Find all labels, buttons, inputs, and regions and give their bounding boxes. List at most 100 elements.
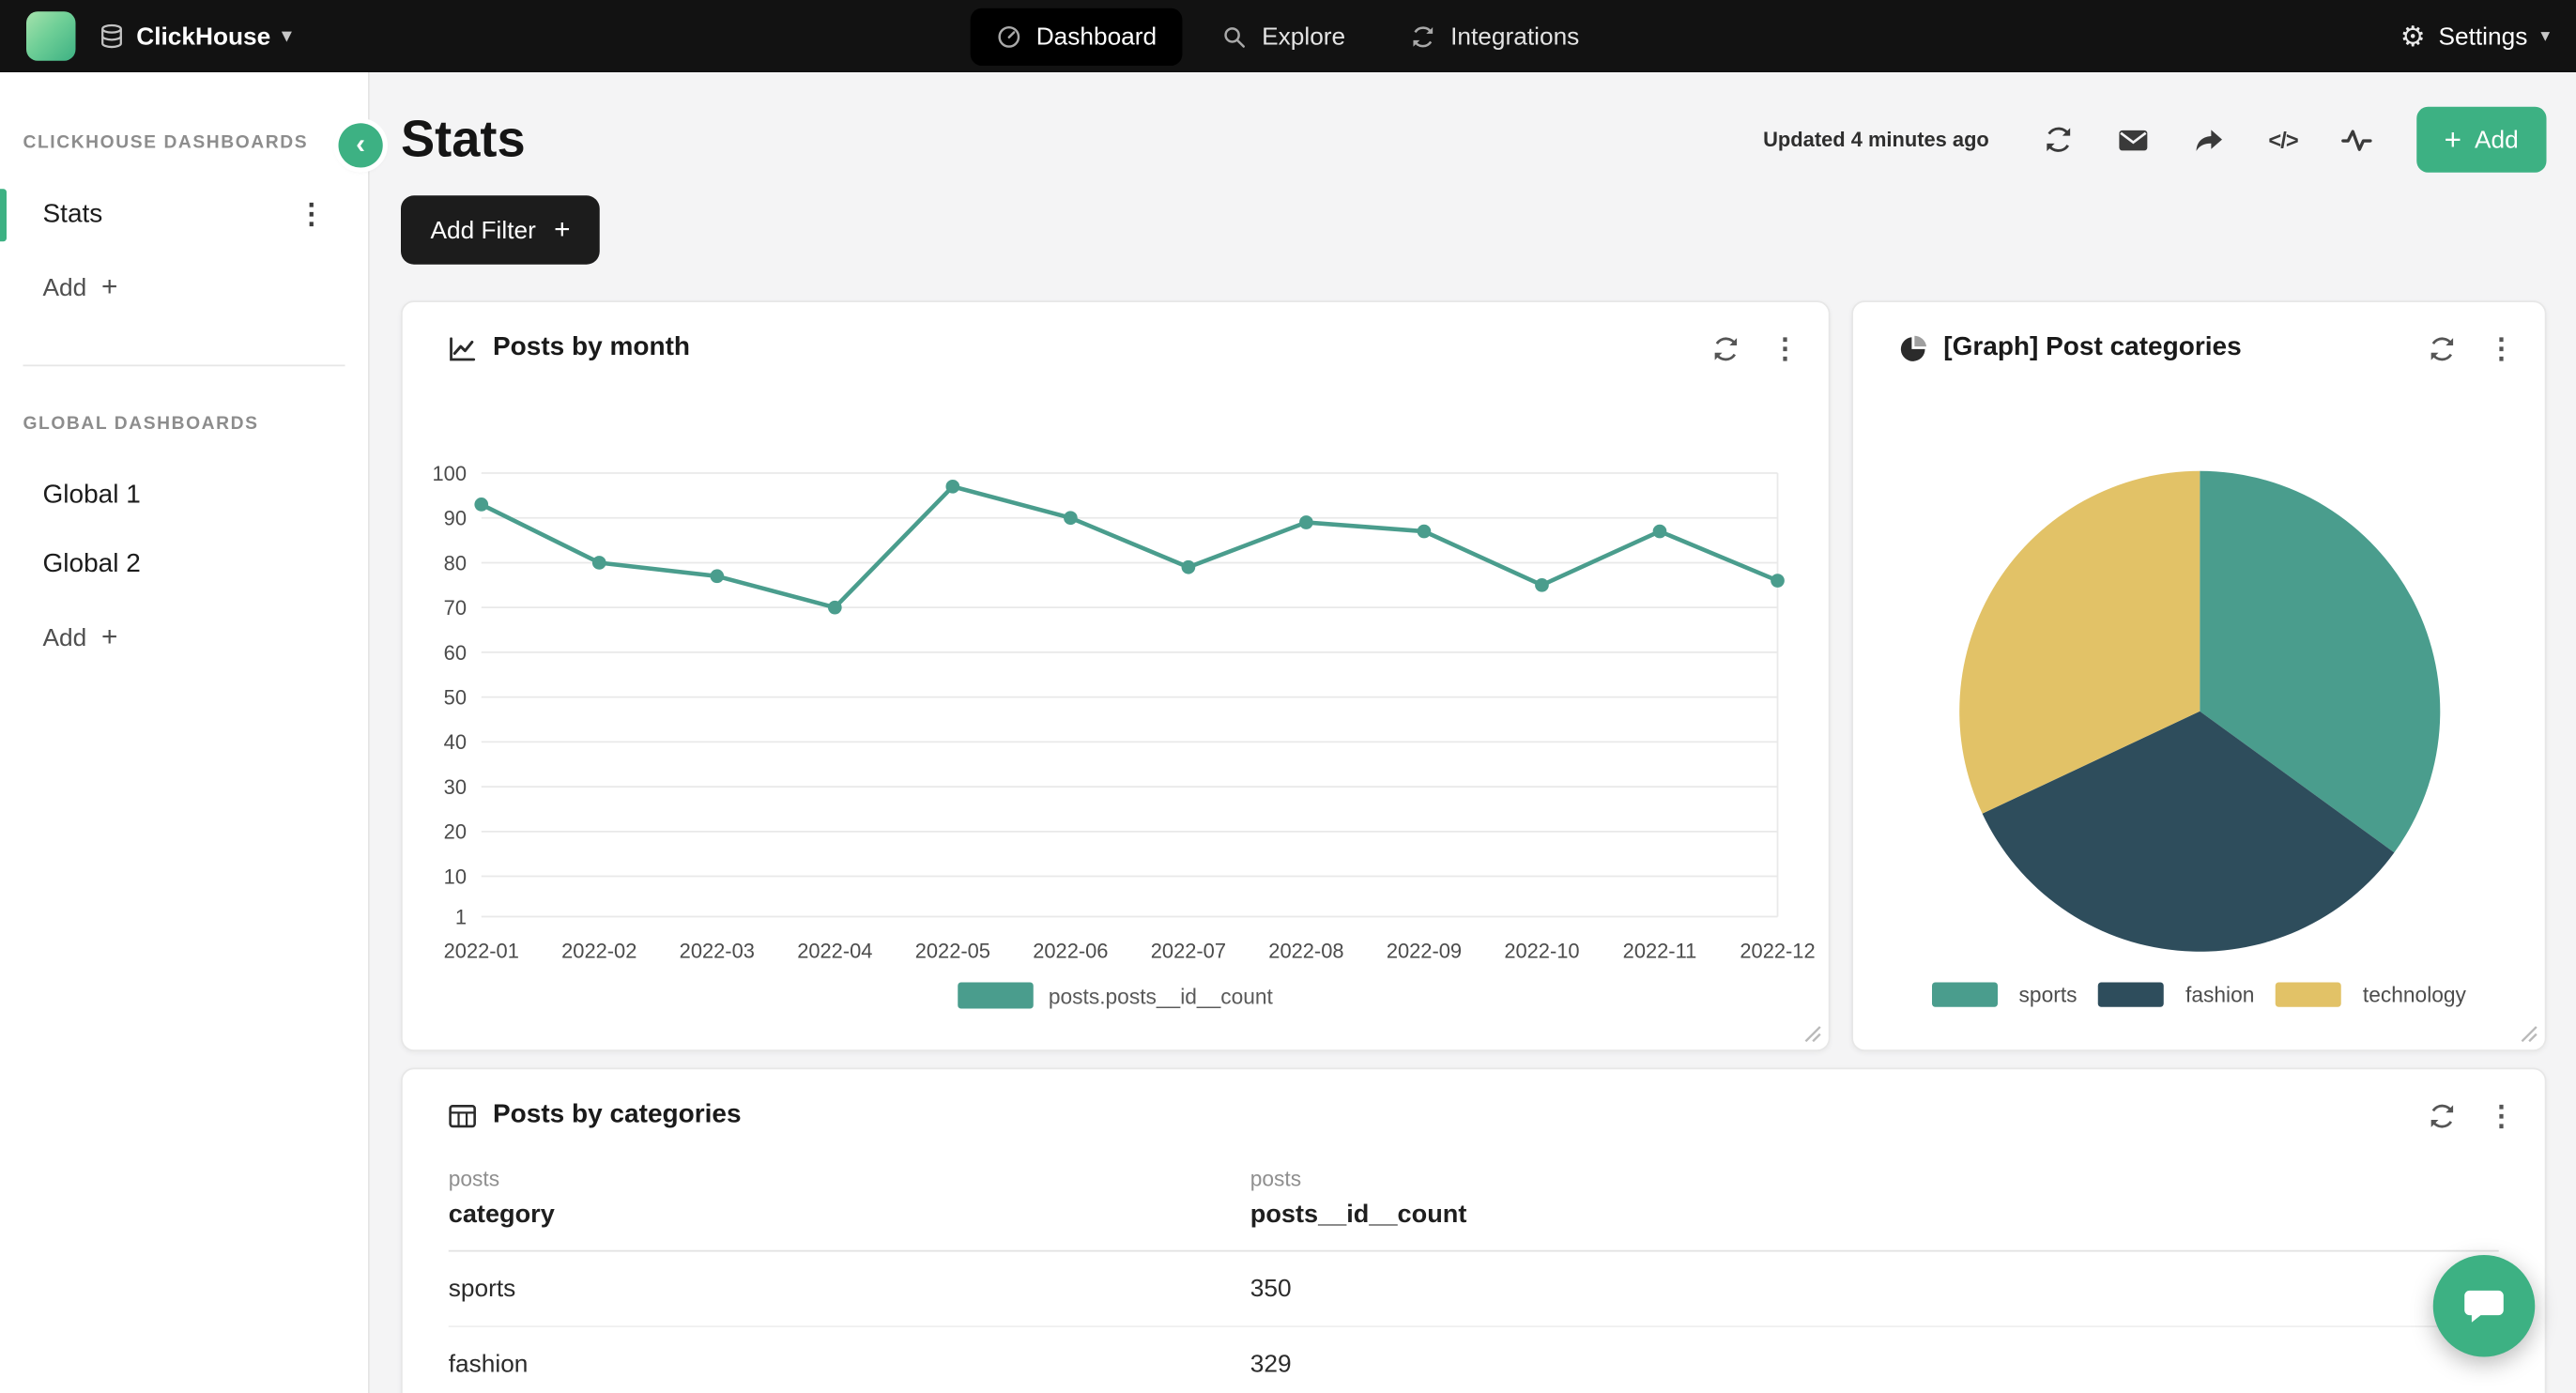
svg-text:2022-12: 2022-12 [1740,939,1815,962]
card-refresh-button[interactable] [1709,332,1741,365]
legend-label-technology: technology [2362,982,2466,1007]
card-title: [Graph] Post categories [1943,333,2242,361]
svg-text:40: 40 [444,730,467,754]
card-kebab-menu[interactable]: ⋮ [2487,332,2516,364]
table-row[interactable]: fashion 329 [449,1327,2499,1393]
table-header-row: posts category posts posts__id__count [448,1165,2499,1252]
svg-text:2022-04: 2022-04 [797,939,872,962]
svg-text:2022-01: 2022-01 [444,939,519,962]
pie-slice-fashion[interactable] [1981,711,2394,952]
data-table: posts category posts posts__id__count sp… [448,1165,2499,1393]
svg-text:2022-11: 2022-11 [1623,939,1697,962]
chevron-down-icon: ▾ [2540,25,2550,46]
resize-handle-icon[interactable] [1804,1025,1822,1043]
column-group: posts [448,1166,500,1191]
refresh-icon [1711,334,1740,362]
embed-code-button[interactable]: </> [2268,127,2298,152]
sidebar: CLICKHOUSE DASHBOARDS Stats ⋮ Add + GLOB… [0,72,370,1393]
resize-handle-icon[interactable] [2521,1025,2538,1043]
add-filter-label: Add Filter [430,216,536,244]
card-refresh-button[interactable] [2425,1099,2458,1132]
svg-text:70: 70 [444,596,467,620]
add-button-label: Add [2475,125,2519,154]
tab-integrations[interactable]: Integrations [1385,8,1605,65]
main-nav: Dashboard Explore Integrations [970,7,1606,66]
pie-chart [1958,470,2440,952]
kebab-menu-icon[interactable]: ⋮ [297,198,326,230]
column-name[interactable]: posts__id__count [1250,1201,1467,1229]
settings-menu[interactable]: ⚙ Settings ▾ [2400,23,2550,51]
refresh-icon [2428,334,2456,362]
share-button[interactable] [2193,123,2226,156]
workspace-name: ClickHouse [136,22,271,51]
plus-icon: + [100,270,118,302]
sidebar-item-global-1[interactable]: Global 1 [0,462,368,531]
cell-category: sports [448,1275,516,1303]
tab-dashboard-label: Dashboard [1035,22,1158,51]
legend-swatch-fashion [2098,982,2165,1007]
email-report-button[interactable] [2117,123,2150,156]
svg-text:10: 10 [444,865,467,888]
card-title: Posts by categories [493,1100,742,1129]
add-widget-button[interactable]: + Add [2415,106,2547,173]
sidebar-add-global-dashboard-button[interactable]: Add + [0,609,368,666]
pie-chart-icon [1899,334,1927,362]
pie-slice-technology[interactable] [1958,470,2200,814]
add-filter-button[interactable]: Add Filter + [401,195,600,265]
svg-text:2022-09: 2022-09 [1387,939,1462,962]
line-chart-legend: posts.posts__id__count [403,982,1829,1009]
tab-explore[interactable]: Explore [1196,8,1372,65]
line-chart: 1 10 20 30 40 50 60 70 80 90 100 2022-01 2022-02 2022… [433,462,1816,962]
database-icon [99,23,125,50]
svg-text:80: 80 [444,551,467,574]
updated-timestamp: Updated 4 minutes ago [1763,128,1989,152]
card-kebab-menu[interactable]: ⋮ [1771,332,1800,364]
tab-dashboard[interactable]: Dashboard [970,7,1184,66]
sidebar-item-label: Global 1 [42,481,141,510]
refresh-icon [2428,1101,2456,1129]
refresh-button[interactable] [2042,123,2075,156]
sidebar-collapse-button[interactable]: ‹ [338,123,383,168]
cell-category: fashion [448,1350,529,1379]
cell-count: 350 [1250,1275,1292,1303]
pie-slice-sports[interactable] [2199,470,2440,853]
legend-label: posts.posts__id__count [1048,983,1273,1008]
card-post-categories: [Graph] Post categories ⋮ sports fashion… [1851,300,2547,1051]
legend-label-fashion: fashion [2185,982,2255,1007]
sidebar-add-dashboard-button[interactable]: Add + [0,260,368,316]
table-icon [449,1101,477,1129]
plus-icon: + [2444,123,2462,157]
main-content: Stats Updated 4 minutes ago </> + [369,72,2576,1393]
svg-text:2022-08: 2022-08 [1268,939,1343,962]
activity-button[interactable] [2340,123,2373,156]
svg-text:2022-02: 2022-02 [561,939,636,962]
chat-bubble-icon [2460,1281,2509,1331]
svg-text:50: 50 [444,686,467,710]
plus-icon: + [554,213,571,245]
sidebar-section-clickhouse-dashboards: CLICKHOUSE DASHBOARDS [23,132,309,153]
card-posts-by-categories: Posts by categories ⋮ posts category pos… [401,1067,2547,1393]
sync-icon [1411,23,1435,48]
column-name[interactable]: category [448,1201,555,1229]
table-row[interactable]: sports 350 [448,1252,2499,1327]
card-refresh-button[interactable] [2425,332,2458,365]
gear-icon: ⚙ [2400,20,2426,53]
plus-icon: + [100,620,118,652]
pie-chart-legend: sports fashion technology [1853,982,2545,1007]
add-label: Add [42,273,87,302]
card-posts-by-month: Posts by month ⋮ 1 10 20 30 40 50 60 70 80 90 100 2… [401,300,1831,1051]
tab-explore-label: Explore [1262,22,1346,51]
column-header-count: posts posts__id__count [1250,1165,2499,1231]
sidebar-divider [23,364,345,367]
mail-icon [2118,124,2149,155]
workspace-switcher[interactable]: ClickHouse ▾ [99,22,291,51]
sidebar-item-stats[interactable]: Stats ⋮ [0,181,368,251]
card-kebab-menu[interactable]: ⋮ [2487,1099,2516,1131]
page-title: Stats [401,110,526,168]
line-chart-icon [449,334,477,362]
app-logo[interactable] [26,11,76,61]
search-icon [1222,23,1247,48]
chat-widget-button[interactable] [2432,1255,2536,1357]
sidebar-item-global-2[interactable]: Global 2 [0,530,368,600]
